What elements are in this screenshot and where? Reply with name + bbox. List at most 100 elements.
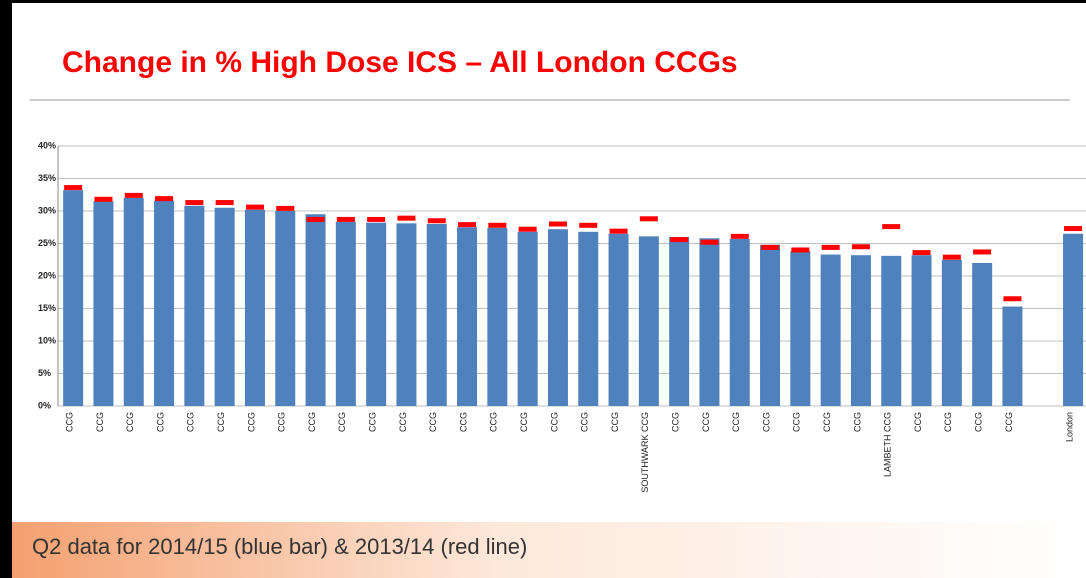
y-tick-label: 20% (38, 270, 56, 280)
bar (517, 231, 538, 406)
x-tick-label: CCG (368, 412, 378, 432)
bar (275, 211, 296, 406)
x-tick-label: CCG (277, 412, 287, 432)
bar (638, 236, 659, 406)
x-tick-label: CCG (246, 412, 256, 432)
red-line-marker (821, 244, 840, 250)
red-line-marker (973, 249, 992, 255)
x-tick-label: SOUTHWARK CCG (640, 412, 650, 493)
bar (578, 231, 599, 406)
bar (1063, 233, 1084, 406)
red-line-marker (700, 239, 719, 245)
bar (63, 190, 84, 406)
x-tick-label: CCG (489, 412, 499, 432)
bar (184, 205, 205, 406)
y-tick-label: 15% (38, 303, 56, 313)
red-line-marker (912, 250, 931, 256)
y-tick-label: 5% (38, 368, 51, 378)
red-line-marker (730, 233, 749, 239)
red-line-marker (245, 204, 264, 210)
bar (244, 209, 265, 406)
red-line-marker (367, 216, 386, 222)
y-tick-label: 25% (38, 238, 56, 248)
x-tick-label: London (1064, 412, 1074, 442)
x-tick-label: CCG (458, 412, 468, 432)
red-line-marker (336, 216, 355, 222)
x-tick-label: CCG (610, 412, 620, 432)
x-tick-label: CCG (974, 412, 984, 432)
red-line-marker (609, 228, 628, 234)
y-tick-label: 35% (38, 173, 56, 183)
red-line-marker (155, 196, 174, 202)
bar (881, 255, 902, 406)
bar (699, 238, 720, 406)
red-line-marker (548, 221, 567, 227)
x-tick-label: CCG (186, 412, 196, 432)
y-tick-label: 40% (38, 140, 56, 150)
bar (729, 238, 750, 406)
bar (790, 251, 811, 406)
x-tick-label: CCG (519, 412, 529, 432)
x-tick-label: CCG (1004, 412, 1014, 432)
bar (820, 254, 841, 406)
x-tick-label: LAMBETH CCG (883, 412, 893, 477)
bar (941, 259, 962, 406)
bar (335, 222, 356, 406)
bar (911, 255, 932, 406)
x-tick-label: CCG (307, 412, 317, 432)
red-line-marker (639, 216, 658, 222)
red-line-marker (761, 244, 780, 250)
bar (426, 224, 447, 406)
chart-title: Change in % High Dose ICS – All London C… (62, 46, 738, 79)
x-tick-label: CCG (701, 412, 711, 432)
frame-left (0, 0, 12, 578)
bar (972, 263, 993, 406)
bar (457, 227, 478, 406)
x-tick-label: CCG (671, 412, 681, 432)
red-line-marker (882, 224, 901, 230)
x-tick-label: CCG (549, 412, 559, 432)
x-tick-label: CCG (428, 412, 438, 432)
red-line-marker (94, 196, 113, 202)
x-tick-label: CCG (398, 412, 408, 432)
x-tick-label: CCG (913, 412, 923, 432)
footer-band (12, 522, 1086, 578)
y-tick-label: 0% (38, 400, 51, 410)
red-line-marker (124, 192, 143, 198)
x-tick-label: CCG (125, 412, 135, 432)
x-tick-label: CCG (65, 412, 75, 432)
red-line-marker (942, 254, 961, 260)
bar (154, 200, 175, 406)
y-tick-label: 10% (38, 335, 56, 345)
bar (487, 227, 508, 406)
frame-top (0, 0, 1086, 3)
x-tick-label: CCG (792, 412, 802, 432)
bar (608, 233, 629, 406)
red-line-marker (306, 216, 325, 222)
footnote: Q2 data for 2014/15 (blue bar) & 2013/14… (32, 534, 527, 559)
red-line-marker (427, 218, 446, 224)
x-tick-label: CCG (155, 412, 165, 432)
red-line-marker (276, 205, 295, 211)
red-line-marker (215, 200, 234, 206)
red-line-marker (579, 222, 598, 228)
red-line-marker (64, 185, 83, 191)
red-line-marker (458, 222, 477, 228)
red-line-marker (185, 200, 204, 206)
plot: 0% 5% 10% 15% 20% 25% 30% 35% 40% CCG CCG CCG CCG CCG… (38, 140, 1086, 493)
bar (547, 229, 568, 406)
bar (305, 214, 326, 406)
red-line-marker (670, 237, 689, 243)
x-tick-label: CCG (943, 412, 953, 432)
red-line-marker (1064, 226, 1083, 232)
bar (669, 237, 690, 406)
bar (850, 255, 871, 406)
bar (214, 207, 235, 406)
x-tick-label: CCG (761, 412, 771, 432)
x-tick-label: CCG (95, 412, 105, 432)
bar (93, 201, 114, 406)
red-line-marker (488, 222, 507, 228)
bar (760, 244, 781, 406)
x-tick-label: CCG (731, 412, 741, 432)
